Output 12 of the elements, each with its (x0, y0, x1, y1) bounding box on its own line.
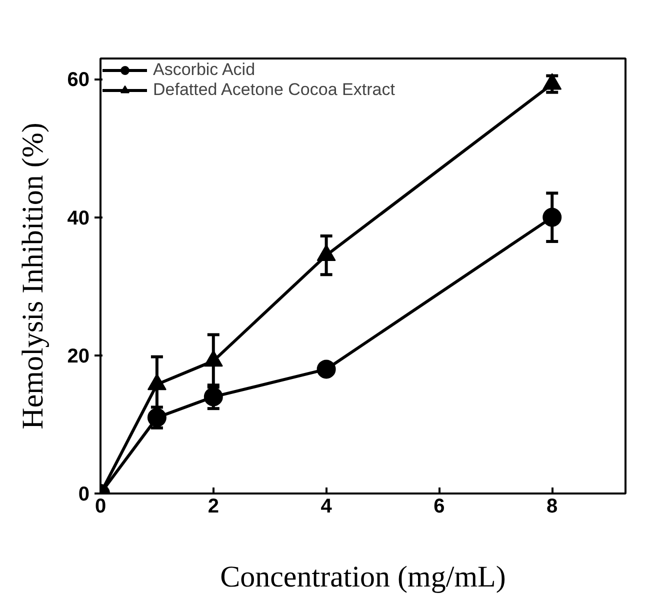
y-tick-label: 40 (67, 207, 90, 230)
x-axis-title: Concentration (mg/mL) (220, 560, 506, 594)
legend-label: Defatted Acetone Cocoa Extract (153, 80, 395, 100)
x-tick-label: 6 (434, 496, 445, 518)
x-tick-label: 0 (94, 496, 106, 518)
x-tick-label: 2 (208, 496, 219, 518)
x-tick-label: 8 (546, 496, 558, 518)
y-tick-label: 60 (67, 69, 90, 92)
x-tick-label: 4 (320, 496, 333, 518)
y-axis-title: Hemolysis Inhibition (%) (16, 122, 50, 430)
legend-label: Ascorbic Acid (153, 60, 256, 80)
y-tick-label: 20 (67, 345, 90, 368)
